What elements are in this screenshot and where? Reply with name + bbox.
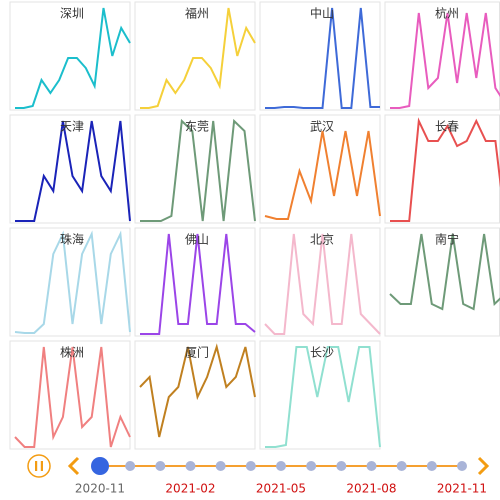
timeline-dot[interactable] <box>276 461 286 471</box>
series-line <box>139 343 256 438</box>
panel-title: 株洲 <box>60 345 84 360</box>
timeline-label: 2021-08 <box>346 482 396 496</box>
timeline-dot[interactable] <box>185 461 196 471</box>
panel <box>9 114 131 224</box>
series-line <box>140 118 256 222</box>
timeline-dot[interactable] <box>396 461 407 471</box>
timeline-dot[interactable] <box>457 461 467 471</box>
panel-title: 长沙 <box>310 346 334 360</box>
timeline-dot[interactable] <box>215 461 226 471</box>
panel-title: 珠海 <box>60 232 84 247</box>
series-line <box>264 130 381 220</box>
panel-title: 东莞 <box>185 120 209 134</box>
series-line <box>265 346 381 448</box>
timeline-current[interactable] <box>91 457 109 475</box>
series-line <box>390 117 500 222</box>
series-line <box>265 7 380 109</box>
series-line <box>264 233 381 335</box>
panel-title: 南宁 <box>435 232 459 247</box>
series-line <box>14 230 131 334</box>
panel <box>259 114 381 224</box>
panel <box>134 114 256 224</box>
pause-bar <box>40 461 43 471</box>
timeline-label: 2021-05 <box>256 482 306 496</box>
panel-title: 福州 <box>185 6 209 21</box>
timeline-dot[interactable] <box>306 461 317 471</box>
prev-button[interactable] <box>67 456 80 476</box>
panel-title: 北京 <box>310 233 334 247</box>
panel <box>9 1 131 111</box>
panel <box>134 1 256 111</box>
timeline-dot[interactable] <box>426 461 437 471</box>
timeline-dot[interactable] <box>336 461 347 471</box>
series-line <box>140 233 256 335</box>
timeline-label: 2020-11 <box>75 482 125 496</box>
timeline-label: 2021-11 <box>437 482 487 496</box>
series-line <box>389 233 500 311</box>
timeline-label: 2021-02 <box>165 482 215 496</box>
panel-title: 深圳 <box>60 7 84 21</box>
series-line <box>140 7 256 109</box>
series-line <box>15 120 131 222</box>
panel <box>384 227 500 337</box>
panel-title: 长春 <box>435 120 459 134</box>
pause-bar <box>35 461 38 471</box>
timeline-dot[interactable] <box>366 461 377 471</box>
series-line <box>14 346 131 448</box>
panel-title: 厦门 <box>185 345 209 360</box>
panel-title: 中山 <box>310 6 334 21</box>
next-button[interactable] <box>477 456 490 476</box>
panel-title: 天津 <box>60 120 84 134</box>
panel <box>9 227 131 337</box>
series-line <box>390 12 500 109</box>
panel <box>134 340 256 450</box>
timeline-dot[interactable] <box>245 461 256 471</box>
timeline-dot[interactable] <box>155 461 166 471</box>
panel-title: 杭州 <box>435 6 459 21</box>
panel <box>259 340 381 450</box>
panel-title: 武汉 <box>310 120 334 134</box>
panel <box>259 227 381 337</box>
series-line <box>15 7 131 109</box>
play-button[interactable] <box>27 454 51 478</box>
panel-title: 佛山 <box>185 233 209 247</box>
timeline-dot[interactable] <box>125 461 136 471</box>
